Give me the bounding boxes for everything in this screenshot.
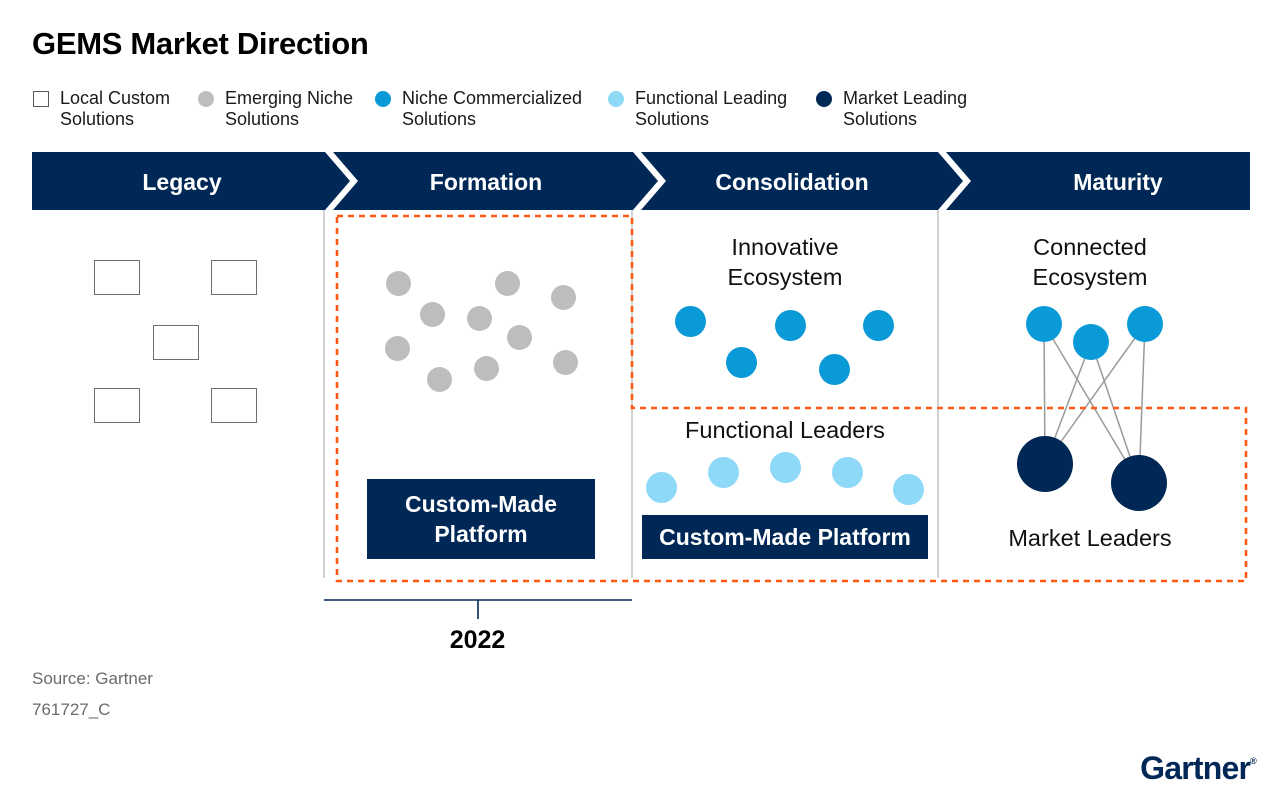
emerging-niche-dot bbox=[553, 350, 578, 375]
emerging-niche-dot bbox=[474, 356, 499, 381]
stage-label-formation: Formation bbox=[429, 169, 543, 195]
legend-item-local-custom: Local Custom Solutions bbox=[33, 88, 170, 130]
logo-text: Gartner bbox=[1140, 750, 1251, 786]
custom-made-platform-box: Custom-Made Platform bbox=[642, 515, 928, 559]
square-icon bbox=[33, 91, 49, 107]
connected-ecosystem-heading: Connected Ecosystem bbox=[1032, 234, 1148, 290]
emerging-niche-dot bbox=[551, 285, 576, 310]
document-id: 761727_C bbox=[32, 700, 111, 719]
legend-label: Functional Leading Solutions bbox=[635, 88, 788, 129]
stage-arrow-bar bbox=[32, 152, 1250, 210]
column-divider bbox=[323, 210, 325, 578]
local-custom-solution bbox=[211, 388, 257, 423]
local-custom-solution bbox=[94, 388, 140, 423]
legend-item-functional-leading: Functional Leading Solutions bbox=[608, 88, 787, 130]
year-bracket bbox=[324, 599, 632, 619]
connector-line bbox=[1043, 323, 1140, 484]
market-leading-dot bbox=[1111, 455, 1167, 511]
legend-item-emerging-niche: Emerging Niche Solutions bbox=[198, 88, 353, 130]
niche-commercialized-dot bbox=[726, 347, 757, 378]
niche-commercialized-dot bbox=[1073, 324, 1109, 360]
emerging-niche-dot bbox=[507, 325, 532, 350]
niche-commercialized-dot bbox=[1026, 306, 1062, 342]
market-leaders-heading: Market Leaders bbox=[1008, 525, 1172, 551]
emerging-niche-dot bbox=[495, 271, 520, 296]
functional-leading-dot bbox=[770, 452, 801, 483]
functional-leading-dot bbox=[832, 457, 863, 488]
local-custom-solution bbox=[94, 260, 140, 295]
emerging-niche-dot bbox=[427, 367, 452, 392]
local-custom-solution bbox=[211, 260, 257, 295]
niche-commercialized-dot bbox=[775, 310, 806, 341]
emerging-niche-dot bbox=[467, 306, 492, 331]
functional-leading-dot bbox=[893, 474, 924, 505]
emerging-niche-dot bbox=[386, 271, 411, 296]
navy-circle-icon bbox=[816, 91, 832, 107]
emerging-niche-dot bbox=[420, 302, 445, 327]
legend-item-market-leading: Market Leading Solutions bbox=[816, 88, 967, 130]
grey-circle-icon bbox=[198, 91, 214, 107]
registered-mark: ® bbox=[1250, 756, 1257, 766]
niche-commercialized-dot bbox=[1127, 306, 1163, 342]
blue-circle-icon bbox=[375, 91, 391, 107]
niche-commercialized-dot bbox=[863, 310, 894, 341]
legend-label: Emerging Niche Solutions bbox=[225, 88, 354, 129]
innovative-ecosystem-heading: Innovative Ecosystem bbox=[727, 234, 843, 290]
year-label: 2022 bbox=[449, 626, 506, 654]
niche-commercialized-dot bbox=[675, 306, 706, 337]
chart-title: GEMS Market Direction bbox=[32, 26, 369, 61]
niche-commercialized-dot bbox=[819, 354, 850, 385]
market-leading-dot bbox=[1017, 436, 1073, 492]
gartner-logo: Gartner® bbox=[1140, 750, 1257, 787]
functional-leaders-heading: Functional Leaders bbox=[685, 417, 885, 443]
source-note: Source: Gartner bbox=[32, 669, 153, 688]
legend-label: Niche Commercialized Solutions bbox=[402, 88, 583, 129]
legend-item-niche-commercialized: Niche Commercialized Solutions bbox=[375, 88, 582, 130]
stage-arrow-formation bbox=[333, 152, 658, 210]
functional-leading-dot bbox=[646, 472, 677, 503]
functional-leading-dot bbox=[708, 457, 739, 488]
emerging-niche-dot bbox=[385, 336, 410, 361]
stage-label-maturity: Maturity bbox=[1073, 169, 1163, 195]
custom-made-platform-box: Custom-Made Platform bbox=[367, 479, 595, 559]
legend-label: Local Custom Solutions bbox=[60, 88, 171, 129]
legend-label: Market Leading Solutions bbox=[843, 88, 968, 129]
stage-label-legacy: Legacy bbox=[142, 169, 222, 195]
stage-label-consolidation: Consolidation bbox=[715, 169, 869, 195]
local-custom-solution bbox=[153, 325, 199, 360]
stage-arrow-legacy bbox=[32, 152, 350, 210]
light-blue-circle-icon bbox=[608, 91, 624, 107]
column-divider bbox=[937, 210, 939, 578]
stage-arrow-maturity bbox=[946, 152, 1250, 210]
stage-arrow-consolidation bbox=[641, 152, 963, 210]
